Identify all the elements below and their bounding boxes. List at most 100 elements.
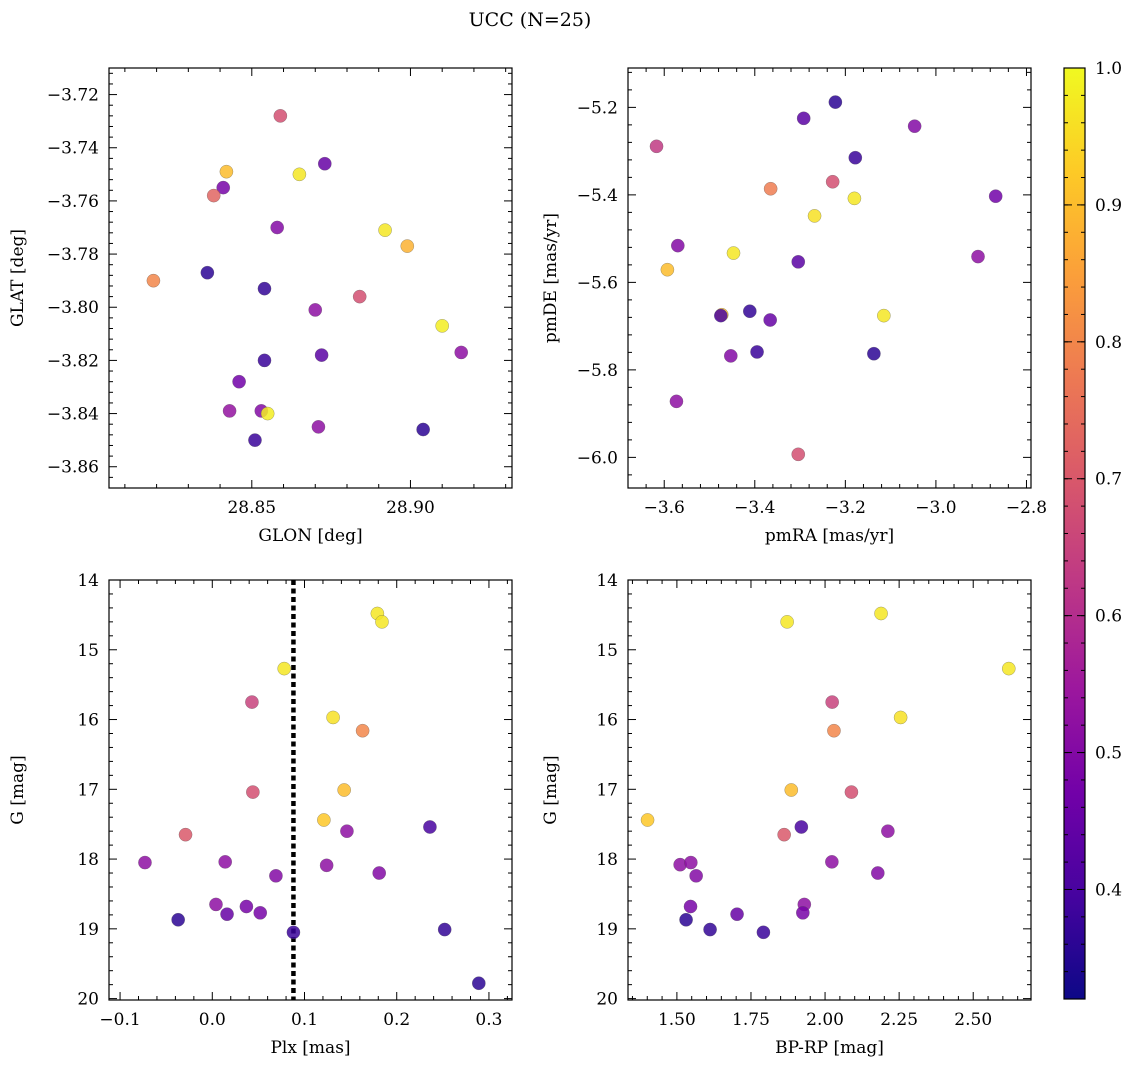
x-tick-label: 0.1 — [291, 1010, 318, 1030]
y-tick-label: 20 — [596, 990, 618, 1010]
x-tick-label: 1.50 — [658, 1010, 696, 1030]
scatter-point — [257, 281, 272, 296]
scatter-point — [326, 710, 340, 725]
scatter-point — [881, 824, 895, 839]
y-tick-label: 16 — [596, 711, 618, 731]
axes-frame — [627, 579, 1032, 1001]
scatter-point — [216, 180, 231, 195]
scatter-point — [200, 265, 215, 280]
x-tick-label: −3.2 — [825, 498, 866, 518]
scatter-point — [689, 868, 704, 883]
scatter-point — [876, 308, 891, 323]
y-tick-label: −5.8 — [577, 361, 618, 381]
scatter-point — [308, 303, 323, 317]
scatter-point — [270, 220, 285, 235]
y-tick-label: 18 — [77, 850, 99, 870]
scatter-point — [825, 695, 840, 709]
y-tick-label: −6.0 — [577, 448, 618, 468]
colorbar-tick-label: 0.4 — [1095, 880, 1122, 900]
scatter-point — [780, 615, 794, 629]
scatter-point — [171, 912, 186, 927]
scatter-point — [907, 119, 922, 134]
scatter-point — [756, 925, 771, 940]
y-tick-label: −3.76 — [47, 192, 99, 212]
x-tick-label: 2.25 — [880, 1010, 918, 1030]
y-tick-label: −5.6 — [577, 273, 618, 293]
x-tick-label: 28.90 — [386, 498, 435, 518]
y-axis-label: G [mag] — [541, 755, 561, 824]
y-tick-label: 15 — [77, 641, 99, 661]
x-tick-label: 1.75 — [732, 1010, 770, 1030]
colorbar-tick-label: 0.9 — [1095, 196, 1122, 216]
scatter-point — [471, 976, 486, 991]
scatter-point — [209, 897, 223, 912]
scatter-point — [400, 239, 415, 253]
scatter-point — [763, 181, 778, 196]
ticks — [109, 68, 512, 489]
x-tick-label: 0.2 — [383, 1010, 410, 1030]
figure-title: UCC (N=25) — [469, 9, 592, 31]
x-axis-label: pmRA [mas/yr] — [765, 526, 894, 546]
scatter-point — [277, 661, 292, 676]
scatter-point — [679, 912, 693, 927]
scatter-point — [791, 254, 806, 269]
x-tick-label: 0.3 — [475, 1010, 502, 1030]
scatter-point — [222, 404, 237, 418]
colorbar-tick-label: 0.8 — [1095, 333, 1122, 353]
ticks — [628, 579, 1031, 1000]
scatter-point — [795, 905, 810, 920]
x-tick-label: −0.1 — [99, 1010, 140, 1030]
scatter-point — [640, 813, 655, 827]
scatter-point — [847, 191, 862, 206]
ticks — [627, 68, 1031, 488]
y-tick-label: 14 — [596, 571, 618, 591]
scatter-point — [867, 346, 881, 361]
y-tick-label: −3.72 — [47, 86, 99, 106]
y-axis-label: GLAT [deg] — [8, 229, 28, 327]
y-tick-label: 18 — [596, 850, 618, 870]
scatter-point — [784, 783, 799, 797]
x-tick-label: −3.0 — [915, 498, 956, 518]
scatter-panel-1: 28.85 28.90 −3.72 −3.74 −3.76 −3.78 −3.80 −3.82… — [8, 67, 513, 546]
scatter-point — [248, 433, 262, 448]
scatter-point — [848, 150, 863, 165]
scatter-point — [178, 827, 193, 842]
ticks — [109, 579, 512, 1000]
x-tick-label: −3.4 — [734, 498, 775, 518]
scatter-point — [372, 866, 387, 880]
scatter-point — [239, 899, 254, 914]
x-tick-label: −3.6 — [644, 498, 685, 518]
axes-frame — [108, 67, 513, 489]
scatter-point — [219, 164, 234, 179]
y-tick-label: 19 — [596, 920, 618, 940]
scatter-point — [844, 785, 859, 799]
x-tick-label: 28.85 — [227, 498, 276, 518]
points — [146, 108, 469, 448]
y-tick-label: −3.80 — [47, 298, 99, 318]
x-tick-label: 0.0 — [199, 1010, 226, 1030]
scatter-point — [726, 246, 741, 260]
scatter-point — [796, 111, 811, 126]
points — [138, 606, 486, 991]
scatter-point — [314, 348, 329, 362]
scatter-point — [893, 710, 908, 725]
scatter-point — [292, 167, 307, 182]
scatter-point — [1001, 661, 1016, 676]
scatter-point — [670, 238, 685, 253]
scatter-panel-4: 1.50 1.75 2.00 2.25 2.50 14 15 16 17 18 19 20 BP-RP … — [541, 571, 1032, 1058]
scatter-point — [807, 209, 822, 223]
colorbar-tick-label: 0.7 — [1095, 470, 1122, 490]
scatter-panel-2: −3.6 −3.4 −3.2 −3.0 −2.8 −5.2 −5.4 −5.6 −5.8 −6.0… — [541, 67, 1047, 546]
scatter-point — [138, 855, 152, 870]
scatter-point — [337, 783, 352, 797]
y-tick-label: −3.84 — [47, 405, 99, 425]
y-tick-label: −3.78 — [47, 245, 99, 265]
scatter-point — [870, 866, 885, 880]
scatter-panel-3: −0.1 0.0 0.1 0.2 0.3 14 15 16 17 18 19 20 Plx [mas] G… — [8, 571, 513, 1058]
colorbar-tick-label: 0.5 — [1095, 744, 1122, 764]
scatter-point — [311, 420, 326, 434]
scatter-point — [378, 223, 392, 238]
scatter-point — [669, 394, 684, 409]
scatter-point — [246, 785, 260, 799]
